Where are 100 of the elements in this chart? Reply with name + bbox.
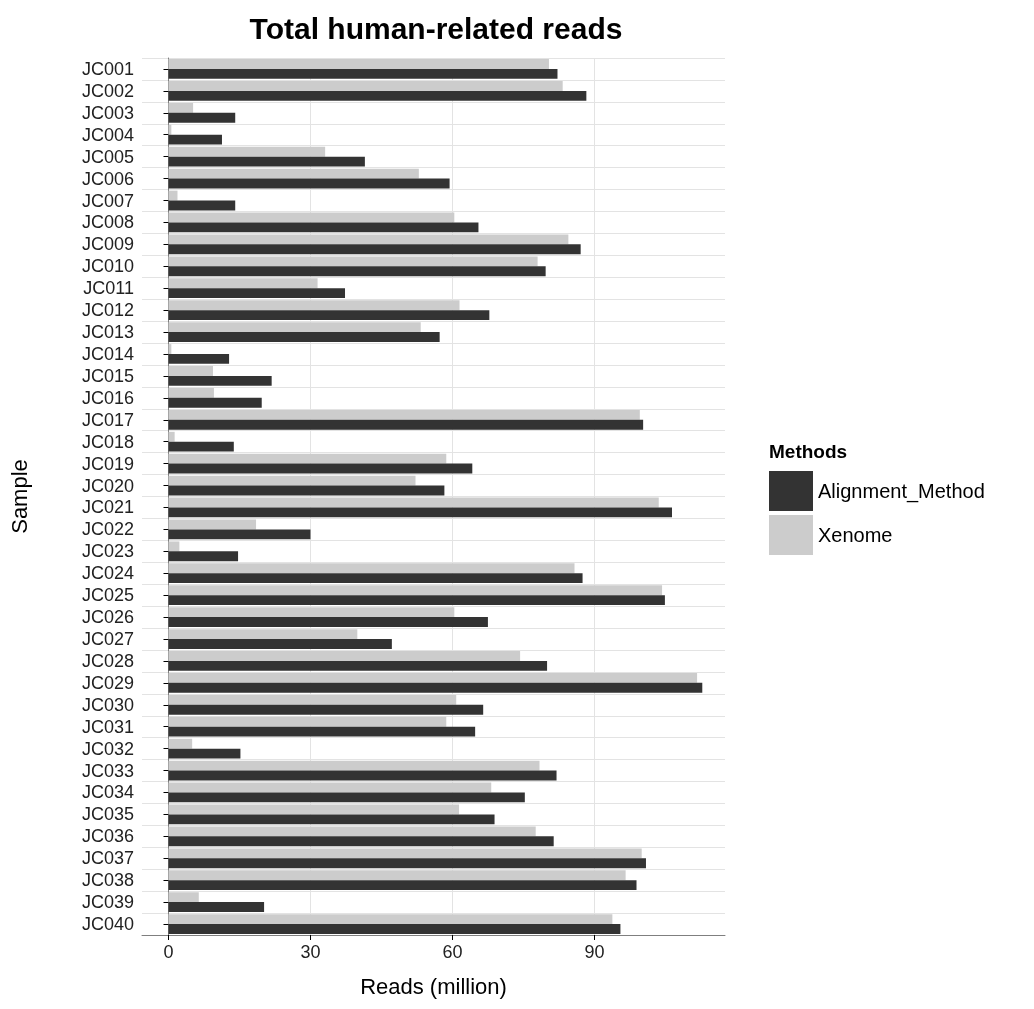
bar — [168, 617, 488, 627]
y-tick-label: JC037 — [81, 848, 134, 869]
bar — [168, 278, 318, 289]
x-tick-label: 60 — [442, 942, 463, 962]
y-tick-label: JC010 — [81, 256, 134, 277]
bar — [168, 782, 492, 793]
y-tick-label: JC025 — [81, 585, 134, 606]
y-tick-label: JC007 — [81, 190, 134, 211]
bar — [168, 629, 358, 640]
bar — [168, 673, 698, 683]
bar — [168, 222, 479, 233]
x-tick-label: 30 — [300, 942, 321, 962]
legend-label: Xenome — [818, 524, 893, 546]
bar — [168, 497, 659, 508]
bar — [168, 134, 222, 145]
y-tick-label: JC024 — [81, 563, 134, 584]
y-tick-label: JC021 — [81, 497, 134, 518]
y-tick-label: JC017 — [81, 409, 134, 430]
bar — [168, 716, 447, 727]
bar — [168, 760, 540, 771]
y-tick-label: JC028 — [81, 650, 134, 671]
bar — [168, 288, 346, 299]
bar — [168, 266, 546, 277]
bar — [168, 770, 557, 781]
bar — [168, 914, 613, 925]
bar — [168, 453, 447, 464]
chart-title: Total human-related reads — [249, 11, 623, 45]
bar — [168, 892, 199, 903]
y-tick-label: JC039 — [81, 892, 134, 913]
bar — [168, 814, 495, 825]
y-tick-label: JC016 — [81, 387, 134, 408]
y-tick-label: JC036 — [81, 826, 134, 847]
bar — [168, 880, 637, 891]
bar — [168, 563, 575, 574]
bar — [168, 310, 490, 320]
bar — [168, 595, 665, 606]
bar — [168, 924, 621, 934]
y-tick-label: JC006 — [81, 168, 134, 189]
y-tick-label: JC003 — [81, 102, 134, 123]
y-tick-label: JC029 — [81, 672, 134, 693]
y-tick-label: JC012 — [81, 300, 134, 321]
bar — [168, 81, 563, 91]
bar — [168, 529, 311, 540]
y-tick-label: JC027 — [81, 629, 134, 650]
bar — [168, 353, 230, 364]
y-tick-label: JC032 — [81, 738, 134, 759]
bar — [168, 112, 236, 123]
bar — [168, 463, 473, 474]
y-tick-label: JC033 — [81, 760, 134, 781]
bar — [168, 792, 525, 803]
bar — [168, 190, 178, 201]
bar — [168, 102, 194, 113]
bar — [168, 836, 554, 847]
bar — [168, 573, 583, 584]
y-tick-label: JC040 — [81, 914, 134, 935]
y-tick-label: JC011 — [83, 278, 134, 299]
legend-title: Methods — [769, 441, 848, 462]
bar — [168, 300, 460, 311]
bar — [168, 519, 257, 530]
bar — [168, 90, 587, 101]
x-tick-label: 0 — [163, 942, 174, 962]
y-tick-label: JC008 — [81, 212, 134, 233]
bar — [168, 234, 569, 245]
bar — [168, 375, 272, 386]
bar — [168, 68, 558, 79]
legend-label: Alignment_Method — [818, 480, 985, 503]
y-tick-label: JC020 — [81, 475, 134, 496]
bar — [168, 256, 538, 267]
bar — [168, 870, 626, 881]
y-tick-label: JC013 — [81, 322, 134, 343]
bar — [168, 651, 521, 661]
y-tick-label: JC038 — [81, 870, 134, 891]
bar — [168, 826, 536, 837]
bar — [168, 639, 392, 649]
y-tick-label: JC005 — [81, 146, 134, 167]
bar — [168, 475, 416, 486]
bar — [168, 738, 193, 749]
y-tick-label: JC001 — [81, 58, 134, 79]
bar — [168, 585, 663, 596]
y-tick-label: JC014 — [81, 343, 134, 364]
bar — [168, 168, 419, 179]
y-tick-label: JC019 — [81, 453, 134, 474]
y-tick-label: JC018 — [81, 431, 134, 452]
y-tick-label: JC030 — [81, 694, 134, 715]
y-tick-label: JC023 — [81, 541, 134, 562]
bar — [168, 682, 703, 693]
x-tick-label: 90 — [584, 942, 605, 962]
y-tick-label: JC015 — [81, 365, 134, 386]
bar — [168, 332, 440, 342]
bar — [168, 441, 234, 452]
bar — [168, 387, 214, 398]
bar — [168, 704, 484, 715]
bar — [168, 748, 241, 759]
bar — [168, 902, 265, 912]
bar — [168, 366, 213, 376]
bar — [168, 178, 450, 189]
bar — [168, 409, 640, 420]
y-tick-label: JC034 — [81, 782, 134, 803]
bar — [168, 485, 445, 496]
bar — [168, 551, 239, 562]
